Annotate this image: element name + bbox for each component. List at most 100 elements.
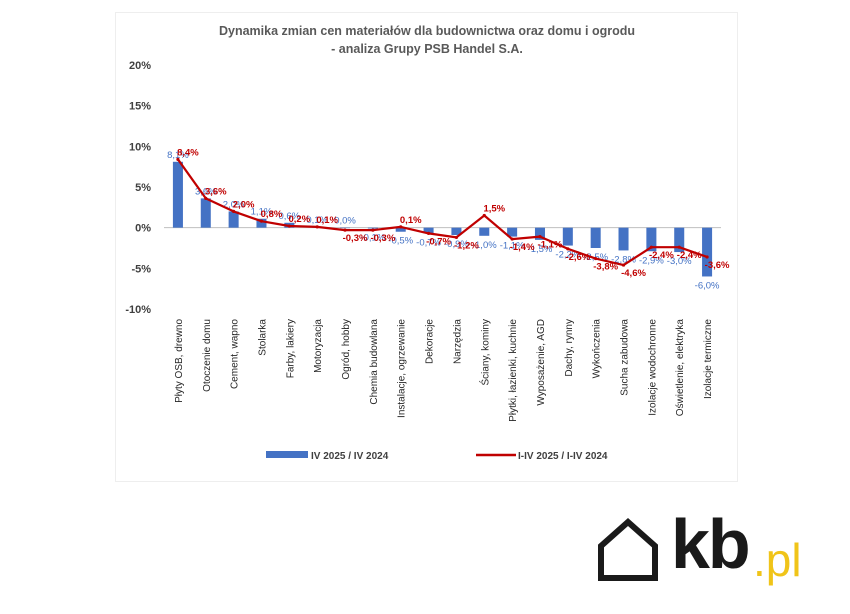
- line-data-label: -1,1%: [538, 240, 563, 251]
- x-tick-label: Chemia budowlana: [369, 319, 380, 405]
- chart-title-line-2: - analiza Grupy PSB Handel S.A.: [331, 42, 523, 56]
- x-tick-label: Motoryzacja: [313, 319, 324, 373]
- x-axis: Płyty OSB, drewno Otoczenie domu Cement, w…: [164, 227, 721, 422]
- bar: [367, 227, 378, 229]
- bar: [451, 227, 462, 235]
- line-point: [259, 219, 264, 223]
- bar-data-label: 3,6%: [195, 186, 217, 197]
- bar-data-label: 2,0%: [223, 199, 245, 210]
- x-tick-label: Sucha zabudowa: [620, 319, 631, 396]
- bar-data-label: -2,8%: [611, 254, 636, 265]
- bar-data-label: -0,1%: [360, 232, 385, 243]
- bar-data-label: 0,1%: [306, 215, 328, 226]
- bar: [228, 211, 239, 228]
- bar-data-label: 0,6%: [278, 211, 300, 222]
- line-point: [204, 196, 208, 200]
- y-tick-label: -10%: [125, 304, 151, 316]
- line-data-label: 0,1%: [316, 215, 338, 226]
- line-data-label: -3,8%: [593, 262, 618, 273]
- bar: [200, 198, 211, 228]
- bar: [646, 227, 657, 252]
- bar: [618, 227, 629, 251]
- bar: [702, 227, 713, 277]
- y-axis: -10% -5% 0% 5% 10% 15% 20%: [125, 60, 151, 316]
- line-data-label: -3,6%: [705, 260, 730, 271]
- legend: IV 2025 / IV 2024 I-IV 2025 / I-IV 2024: [266, 451, 608, 462]
- line-data-label: -1,2%: [454, 240, 479, 251]
- bar-data-label: -2,2%: [555, 250, 580, 261]
- x-tick-label: Wyposażenie, AGD: [536, 319, 547, 406]
- legend-label-line: I-IV 2025 / I-IV 2024: [518, 451, 608, 462]
- line-point: [454, 235, 459, 240]
- bar: [674, 227, 685, 253]
- x-tick-label: Dekoracje: [425, 319, 436, 364]
- bar: [562, 227, 573, 246]
- line-point: [510, 237, 514, 241]
- line-data-label: -2,6%: [565, 252, 590, 263]
- line-data-label: 0,8%: [261, 209, 283, 220]
- bar: [479, 227, 490, 236]
- line-data-label: -2,4%: [677, 250, 702, 261]
- y-tick-label: 5%: [135, 182, 151, 194]
- line-point: [426, 231, 431, 235]
- house-outline-icon: [598, 517, 658, 581]
- x-tick-label: Ogród, hobby: [341, 319, 352, 380]
- y-tick-label: 10%: [129, 141, 151, 153]
- bar: [256, 218, 267, 228]
- line-point: [538, 235, 542, 239]
- line-data-label: -0,3%: [370, 233, 395, 244]
- line-point: [371, 228, 375, 232]
- x-tick-label: Stolarka: [257, 319, 268, 356]
- bar-data-label: -1,0%: [472, 240, 497, 251]
- line-path: [177, 158, 708, 267]
- line-data-label: -0,7%: [426, 236, 451, 247]
- x-tick-label: Cement, wapno: [230, 319, 241, 389]
- line-point: [343, 228, 347, 232]
- y-tick-label: 20%: [129, 60, 151, 72]
- bar: [534, 227, 545, 240]
- bar-data-label: 1,1%: [251, 207, 273, 218]
- brand-name: kb: [671, 505, 751, 583]
- line-data-label: 1,5%: [483, 203, 505, 214]
- x-tick-label: Ściany, kominy: [478, 319, 491, 386]
- legend-swatch-bar: [266, 451, 308, 458]
- bar-data-label: -1,5%: [528, 244, 553, 255]
- bar: [590, 227, 601, 248]
- bar-data-label: -2,9%: [639, 255, 664, 266]
- x-tick-label: Farby, lakiery: [285, 319, 296, 378]
- chart: Dynamika zmian cen materiałów dla budown…: [125, 24, 730, 462]
- bar-data-label: -0,5%: [388, 236, 413, 247]
- bar-data-label: 0,0%: [334, 216, 356, 227]
- bar-data-label: -0,9%: [444, 239, 469, 250]
- chart-card: Dynamika zmian cen materiałów dla budown…: [115, 12, 738, 482]
- bar-series: 8,1%3,6%2,0%1,1% 0,6% 0,1% 0,0%-0,1% -0,5% -0…: [167, 150, 720, 292]
- y-tick-label: 15%: [129, 101, 151, 113]
- x-tick-label: Płytki, łazienki, kuchnie: [508, 319, 519, 422]
- line-data-label: -0,3%: [343, 233, 368, 244]
- line-data-label: -4,6%: [621, 268, 646, 279]
- line-data-label: 8,4%: [177, 147, 199, 158]
- bar-data-label: -1,1%: [500, 241, 525, 252]
- line-data-label: 2,0%: [233, 199, 255, 210]
- line-series: 8,4%3,6%2,0%0,8% 0,2% 0,1%-0,3% -0,3%0,1%-0…: [176, 147, 730, 279]
- y-tick-label: -5%: [131, 263, 151, 275]
- bar-data-label: 8,1%: [167, 150, 189, 161]
- x-tick-label: Otoczenie domu: [202, 319, 213, 392]
- line-point: [649, 245, 653, 249]
- bar: [395, 227, 406, 232]
- x-tick-label: Płyty OSB, drewno: [174, 319, 185, 403]
- chart-title-line-1: Dynamika zmian cen materiałów dla budown…: [219, 24, 635, 38]
- bar-data-label: -6,0%: [695, 280, 720, 291]
- x-tick-label: Instalacje, ogrzewanie: [397, 319, 408, 418]
- line-point: [232, 209, 236, 213]
- line-point: [482, 213, 486, 218]
- line-data-label: 3,6%: [205, 186, 227, 197]
- line-data-label: -1,4%: [510, 242, 535, 253]
- x-tick-label: Narzędzia: [452, 319, 463, 364]
- brand-logo: kb .pl: [595, 505, 825, 592]
- line-point: [594, 256, 598, 261]
- line-data-label: -2,4%: [649, 250, 674, 261]
- line-point: [677, 245, 681, 249]
- line-point: [176, 157, 180, 161]
- bar: [340, 227, 351, 229]
